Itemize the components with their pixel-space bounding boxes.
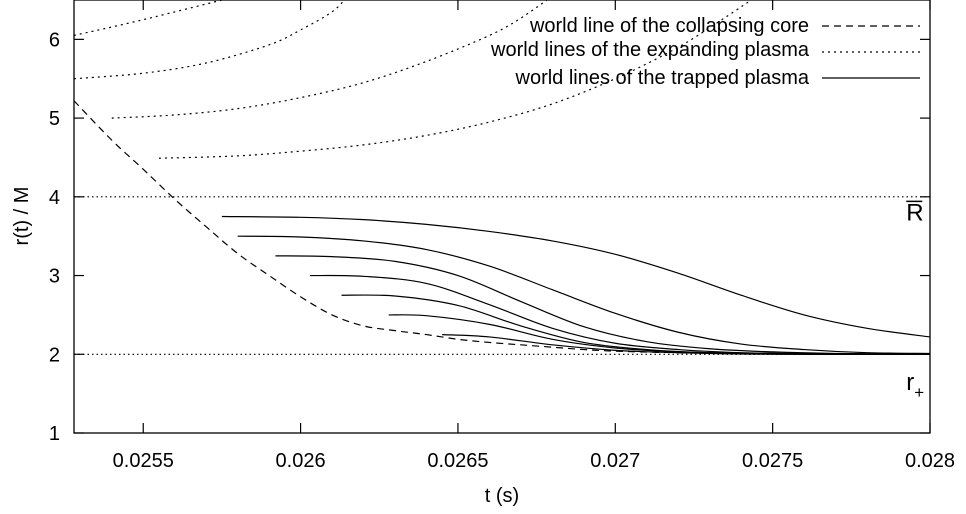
series-line-solid-10 xyxy=(388,314,930,355)
x-axis-title: t (s) xyxy=(485,485,519,507)
series-line-solid-5 xyxy=(221,215,930,338)
legend-label-trapped: world lines of the trapped plasma xyxy=(515,67,810,89)
y-axis-title: r(t) / M xyxy=(11,187,33,246)
annotation-r-plus-base: r xyxy=(906,369,914,396)
tick-labels: 0.0255 0.026 0.0265 0.027 0.0275 0.028 1 2 3 4 5 6 xyxy=(49,29,955,472)
annotations: R r+ xyxy=(906,199,924,402)
legend-label-core: world line of the collapsing core xyxy=(529,15,809,37)
series-line-solid-6 xyxy=(237,235,930,355)
axis-ticks xyxy=(74,0,931,434)
reference-lines xyxy=(74,196,930,355)
annotation-r-plus-sub: + xyxy=(914,383,924,402)
y-tick-label-2: 3 xyxy=(49,266,60,288)
y-tick-label-1: 2 xyxy=(49,344,60,366)
series-layer xyxy=(74,0,930,355)
legend: world line of the collapsing core world … xyxy=(490,15,920,89)
series-line-dotted-1 xyxy=(74,0,225,37)
y-tick-label-3: 4 xyxy=(49,187,60,209)
y-tick-label-5: 6 xyxy=(49,29,60,51)
annotation-r-plus: r+ xyxy=(906,369,924,402)
x-tick-label-2: 0.0265 xyxy=(427,450,488,472)
plot-frame xyxy=(73,0,931,434)
series-line-dashed-0 xyxy=(74,100,930,355)
series-line-solid-11 xyxy=(442,333,930,355)
legend-label-expanding: world lines of the expanding plasma xyxy=(490,39,810,61)
x-tick-label-4: 0.0275 xyxy=(742,450,803,472)
x-tick-label-1: 0.026 xyxy=(276,450,326,472)
y-tick-label-4: 5 xyxy=(49,108,60,130)
x-tick-label-3: 0.027 xyxy=(590,450,640,472)
x-tick-label-0: 0.0255 xyxy=(113,450,174,472)
annotation-r-bar: R xyxy=(906,199,923,226)
series-line-dotted-3 xyxy=(111,0,548,119)
y-tick-label-0: 1 xyxy=(49,423,60,445)
x-tick-label-5: 0.028 xyxy=(905,450,955,472)
series-line-solid-7 xyxy=(275,255,930,355)
series-line-dotted-2 xyxy=(74,0,346,80)
